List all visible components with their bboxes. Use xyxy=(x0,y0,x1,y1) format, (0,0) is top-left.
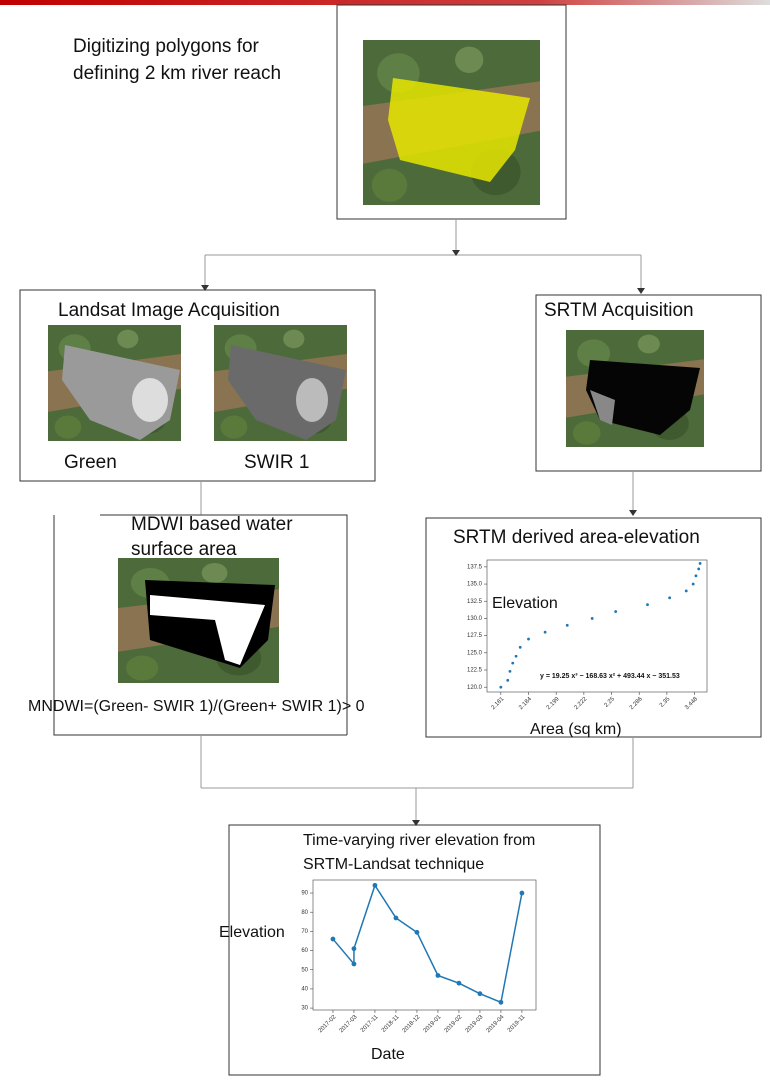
x-tick-label: 2019-02 xyxy=(444,1014,464,1034)
digitize-title: defining 2 km river reach xyxy=(73,63,281,84)
data-point xyxy=(591,617,594,620)
x-tick-label: 2.181 xyxy=(491,696,506,711)
landsat-title: Landsat Image Acquisition xyxy=(58,300,280,321)
y-tick-label: 130.0 xyxy=(467,616,483,622)
data-point xyxy=(646,603,649,606)
data-point xyxy=(544,631,547,634)
data-point xyxy=(695,574,698,577)
fit-equation: y = 19.25 x³ − 168.63 x² + 493.44 x − 35… xyxy=(540,673,680,680)
x-tick-label: 2.35 xyxy=(659,696,672,709)
data-point xyxy=(614,610,617,613)
y-tick-label: 120.0 xyxy=(467,685,483,691)
y-tick-label: 40 xyxy=(301,986,308,992)
chart-title: SRTM-Landsat technique xyxy=(303,856,484,873)
data-point xyxy=(668,596,671,599)
y-tick-label: 125.0 xyxy=(467,650,483,656)
data-line xyxy=(333,885,522,1002)
data-point xyxy=(352,946,357,951)
green-band-image xyxy=(48,325,181,441)
data-point xyxy=(499,686,502,689)
y-tick-label: 80 xyxy=(301,910,308,916)
mndwi-image xyxy=(118,558,279,683)
srtm-title: SRTM Acquisition xyxy=(544,300,694,321)
y-axis-label: Elevation xyxy=(492,595,558,612)
swir-band-image xyxy=(214,325,347,441)
data-point xyxy=(394,916,399,921)
x-tick-label: 2.286 xyxy=(629,696,644,711)
data-point xyxy=(436,973,441,978)
x-tick-label: 2018-11 xyxy=(381,1014,401,1034)
x-tick-label: 2.222 xyxy=(574,696,589,711)
y-tick-label: 127.5 xyxy=(467,633,483,639)
x-axis-label: Date xyxy=(371,1046,405,1063)
data-point xyxy=(511,662,514,665)
data-point xyxy=(685,590,688,593)
arrowhead xyxy=(629,510,637,516)
data-point xyxy=(373,883,378,888)
data-point xyxy=(506,679,509,682)
data-point xyxy=(697,568,700,571)
x-tick-label: 2017-11 xyxy=(360,1014,380,1034)
chart-title: SRTM derived area-elevation xyxy=(453,527,700,548)
data-point xyxy=(699,562,702,565)
workflow-diagram: Digitizing polygons for defining 2 km ri… xyxy=(0,0,770,1081)
y-tick-label: 30 xyxy=(301,1006,308,1012)
data-point xyxy=(566,624,569,627)
x-tick-label: 2019-03 xyxy=(465,1014,485,1034)
x-tick-label: 2017-02 xyxy=(318,1014,338,1034)
data-point xyxy=(331,937,336,942)
mndwi-title: MDWI based water xyxy=(131,514,293,535)
chart-title: Time-varying river elevation from xyxy=(303,832,535,849)
x-axis-label: Area (sq km) xyxy=(530,721,622,738)
data-point xyxy=(415,930,420,935)
y-tick-label: 90 xyxy=(301,891,308,897)
data-point xyxy=(509,670,512,673)
x-tick-label: 2019-04 xyxy=(486,1014,506,1034)
x-tick-label: 2017-03 xyxy=(339,1014,359,1034)
y-tick-label: 132.5 xyxy=(467,599,483,605)
x-tick-label: 3.448 xyxy=(684,696,699,711)
mndwi-formula: MNDWI=(Green- SWIR 1)/(Green+ SWIR 1)> 0 xyxy=(28,698,365,715)
data-point xyxy=(519,646,522,649)
digitize-title: Digitizing polygons for xyxy=(73,36,260,57)
x-tick-label: 2.199 xyxy=(546,696,561,711)
data-point xyxy=(692,583,695,586)
connector xyxy=(205,219,641,293)
arrowhead xyxy=(201,250,645,294)
x-tick-label: 2.25 xyxy=(604,696,617,709)
srtm-image xyxy=(566,330,704,447)
data-point xyxy=(478,991,483,996)
data-point xyxy=(527,638,530,641)
y-tick-label: 137.5 xyxy=(467,564,483,570)
y-tick-label: 60 xyxy=(301,948,308,954)
data-point xyxy=(515,655,518,658)
x-tick-label: 2.184 xyxy=(518,696,533,711)
y-axis-label: Elevation xyxy=(219,924,285,941)
x-tick-label: 2019-01 xyxy=(423,1014,443,1034)
data-point xyxy=(520,891,525,896)
y-tick-label: 135.0 xyxy=(467,582,483,588)
header-strip xyxy=(0,0,770,5)
digitize-image xyxy=(363,40,540,205)
area-elevation-box xyxy=(426,518,761,737)
data-point xyxy=(352,962,357,967)
connector xyxy=(201,735,633,825)
x-tick-label: 2018-12 xyxy=(402,1014,422,1034)
band-label: Green xyxy=(64,452,117,473)
mndwi-title: surface area xyxy=(131,539,237,560)
data-point xyxy=(457,981,462,986)
y-tick-label: 122.5 xyxy=(467,668,483,674)
y-tick-label: 50 xyxy=(301,967,308,973)
data-point xyxy=(499,1000,504,1005)
y-tick-label: 70 xyxy=(301,929,308,935)
x-tick-label: 2019-11 xyxy=(507,1014,527,1034)
band-label: SWIR 1 xyxy=(244,452,309,473)
